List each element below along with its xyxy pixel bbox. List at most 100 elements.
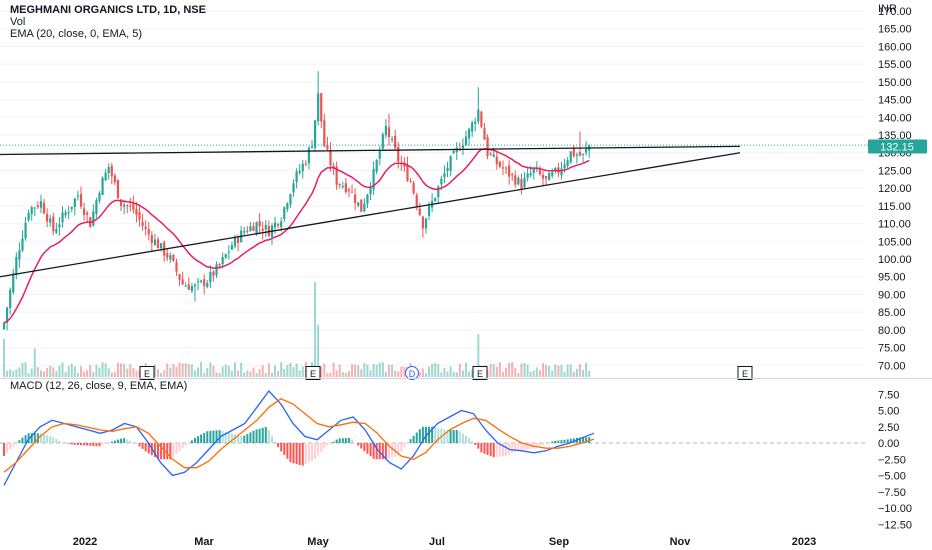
candle-body — [526, 173, 529, 178]
histogram-bar — [375, 443, 378, 460]
candle-body — [548, 173, 551, 181]
candle — [33, 206, 36, 216]
candle-body — [483, 128, 486, 140]
histogram-bar — [501, 443, 504, 457]
candle — [366, 193, 369, 209]
histogram-bar — [138, 443, 141, 447]
candle — [79, 186, 83, 209]
event-marker[interactable]: E — [737, 366, 753, 380]
candle — [557, 162, 560, 177]
volume-bar — [384, 372, 387, 377]
volume-bar — [255, 373, 258, 377]
macd-axis[interactable]: 7.50 5.00 2.50 0.00 −2.50 −5.00 −7.50 −10.00 −12… — [878, 389, 912, 531]
volume-bar — [234, 362, 236, 377]
volume-bar — [452, 371, 455, 377]
candle — [240, 226, 243, 243]
candle — [329, 142, 332, 172]
volume-bar — [360, 369, 363, 377]
candle — [236, 234, 240, 252]
volume-bar — [107, 368, 110, 377]
histogram-bar — [517, 443, 520, 451]
histogram-bar — [95, 443, 98, 447]
candle-body — [181, 279, 184, 285]
candle-body — [360, 199, 363, 212]
volume-bar — [298, 370, 301, 377]
volume-legend[interactable]: Vol — [10, 16, 26, 28]
candle-body — [172, 254, 175, 261]
candle-body — [70, 206, 73, 210]
histogram-bar — [317, 443, 320, 456]
candle-body — [344, 183, 347, 193]
candle-body — [224, 254, 227, 258]
symbol-title[interactable]: MEGHMANI ORGANICS LTD, 1D, NSE — [10, 4, 206, 16]
candle — [132, 195, 135, 214]
volume-bar — [338, 364, 341, 377]
candle — [227, 245, 230, 260]
candle — [544, 175, 548, 186]
candle-body — [372, 168, 375, 190]
histogram-bar — [449, 430, 452, 443]
candle-body — [298, 170, 301, 173]
candle-body — [443, 173, 446, 178]
volume-bar — [560, 364, 563, 377]
candle — [15, 252, 18, 280]
resistance-trendline[interactable] — [0, 145, 741, 156]
volume-bar — [261, 365, 264, 377]
event-marker[interactable]: D — [405, 366, 419, 380]
histogram-bar — [465, 435, 467, 443]
volume-bar — [424, 373, 427, 377]
candle — [501, 160, 505, 176]
candle-body — [2, 322, 6, 330]
histogram-bar — [535, 443, 538, 448]
histogram-bar — [341, 438, 344, 443]
volume-bar — [33, 348, 36, 377]
candle — [129, 197, 132, 212]
ema-legend[interactable]: EMA (20, close, 0, EMA, 5) — [10, 28, 143, 40]
candle — [64, 209, 67, 219]
candle-body — [233, 236, 237, 247]
earnings-marker-shape — [139, 366, 155, 380]
time-axis[interactable]: 2022 Mar May Jul Sep Nov 2023 — [73, 536, 816, 548]
volume-bar — [181, 363, 184, 377]
candle — [357, 202, 360, 208]
candle-body — [424, 218, 428, 229]
candle-body — [215, 264, 218, 276]
candle — [283, 206, 286, 223]
candle-body — [86, 212, 89, 215]
support-trendline[interactable] — [0, 152, 741, 278]
volume-bar — [388, 364, 390, 377]
volume-bar — [224, 364, 227, 377]
candle — [55, 222, 58, 234]
price-axis[interactable]: 170.00 165.00 160.00 155.00 150.00 145.00 140.… — [878, 6, 912, 372]
histogram-bar — [104, 443, 107, 444]
candle-body — [489, 153, 492, 155]
candle — [520, 173, 523, 195]
candle-body — [119, 199, 123, 206]
event-marker[interactable]: E — [472, 366, 488, 380]
candle — [295, 168, 298, 189]
candle-body — [196, 281, 200, 283]
candle-body — [406, 165, 409, 181]
histogram-bar — [329, 443, 332, 444]
candle-body — [221, 257, 224, 265]
volume-bar — [538, 370, 541, 377]
candle — [58, 217, 61, 236]
candle — [464, 130, 468, 146]
event-marker[interactable]: E — [305, 366, 321, 380]
histogram-bar — [12, 443, 15, 446]
macd-legend[interactable]: MACD (12, 26, close, 9, EMA, EMA) — [10, 380, 188, 392]
histogram-bar — [354, 442, 357, 443]
price-tick-label: 70.00 — [878, 360, 906, 372]
candle-body — [381, 134, 384, 149]
histogram-bar — [403, 443, 406, 448]
candle — [49, 214, 52, 227]
histogram-bar — [86, 443, 89, 446]
volume-bar — [542, 363, 544, 377]
event-marker[interactable]: E — [139, 366, 155, 380]
histogram-bar — [49, 436, 52, 443]
candle-body — [49, 218, 52, 223]
volume-bar — [237, 370, 240, 377]
histogram-bar — [280, 443, 283, 452]
candle-body — [563, 164, 566, 169]
candle — [169, 252, 172, 264]
